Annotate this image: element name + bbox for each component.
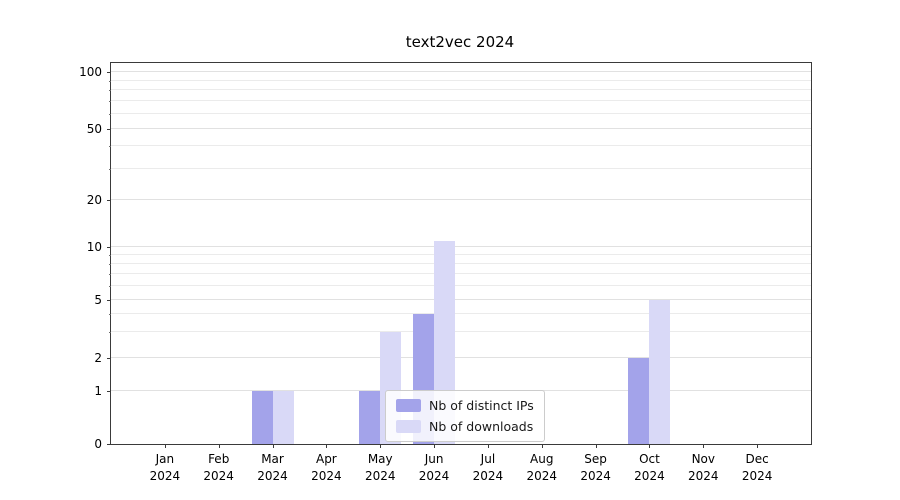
gridline-minor xyxy=(111,273,811,275)
y-tick-label: 10 xyxy=(86,240,102,255)
y-tick-mark-minor xyxy=(109,332,111,334)
x-tick-label: Sep 2024 xyxy=(580,452,611,484)
y-tick-mark xyxy=(107,391,111,393)
y-tick-mark xyxy=(107,299,111,301)
gridline-major xyxy=(111,127,811,129)
x-tick-label: Dec 2024 xyxy=(741,452,773,484)
y-tick-mark-minor xyxy=(109,90,111,92)
x-tick-mark xyxy=(541,444,543,448)
gridline-major xyxy=(111,298,811,300)
y-tick-mark-minor xyxy=(109,255,111,257)
y-tick-mark-minor xyxy=(109,274,111,276)
gridline-minor xyxy=(111,145,811,147)
y-tick-mark-minor xyxy=(109,80,111,82)
y-tick-label: 0 xyxy=(94,437,102,451)
x-tick-label: Mar 2024 xyxy=(257,452,288,484)
x-tick-mark xyxy=(434,444,436,448)
plot-area: 0 1 2 5 10 20 50 100 Jan 2024 Feb 2024 Mar 2024 Apr 202… xyxy=(79,62,812,483)
y-tick-mark xyxy=(107,357,111,359)
x-tick-label: Feb 2024 xyxy=(203,452,234,484)
x-tick-mark xyxy=(649,444,651,448)
x-tick-mark xyxy=(757,444,759,448)
x-tick-mark xyxy=(164,444,166,448)
x-tick-mark xyxy=(595,444,597,448)
x-tick-label: Apr 2024 xyxy=(311,452,342,484)
gridline-minor xyxy=(111,167,811,169)
gridline-major xyxy=(111,356,811,358)
legend-swatch-distinct-ips xyxy=(396,399,421,412)
x-tick-mark xyxy=(326,444,328,448)
chart-title: text2vec 2024 xyxy=(405,33,515,51)
gridline-minor xyxy=(111,263,811,265)
x-tick-label: Jul 2024 xyxy=(472,452,504,484)
legend-label-downloads: Nb of downloads xyxy=(429,419,534,434)
x-tick-label: May 2024 xyxy=(364,452,396,484)
y-tick-label: 20 xyxy=(86,193,102,208)
gridline-major xyxy=(111,199,811,201)
y-tick-label: 100 xyxy=(79,65,102,80)
x-tick-label: Aug 2024 xyxy=(526,452,558,484)
gridline-minor xyxy=(111,285,811,287)
x-tick-label: Jan 2024 xyxy=(149,452,181,484)
y-tick-mark-minor xyxy=(109,286,111,288)
legend: Nb of distinct IPs Nb of downloads xyxy=(385,390,545,442)
x-tick-mark xyxy=(218,444,220,448)
y-tick-mark-minor xyxy=(109,264,111,266)
x-tick-label: Jun 2024 xyxy=(418,452,450,484)
gridline-major xyxy=(111,246,811,248)
gridline-minor xyxy=(111,89,811,91)
legend-item-downloads: Nb of downloads xyxy=(396,419,534,434)
gridline-minor xyxy=(111,254,811,256)
gridline-minor xyxy=(111,331,811,333)
x-tick-label: Oct 2024 xyxy=(634,452,665,484)
y-tick-mark xyxy=(107,444,111,445)
y-tick-label: 50 xyxy=(86,121,102,136)
bar-distinct-ips xyxy=(359,391,381,444)
y-tick-mark xyxy=(107,247,111,249)
gridline-minor xyxy=(111,79,811,81)
legend-label-distinct-ips: Nb of distinct IPs xyxy=(429,398,534,413)
gridline-major xyxy=(111,71,811,73)
bar-distinct-ips xyxy=(251,391,273,444)
x-tick-label: Nov 2024 xyxy=(688,452,719,484)
legend-swatch-downloads xyxy=(396,420,421,433)
x-tick-mark xyxy=(380,444,382,448)
x-tick-mark xyxy=(272,444,274,448)
y-tick-mark xyxy=(107,128,111,130)
y-tick-mark-minor xyxy=(109,113,111,115)
gridline-minor xyxy=(111,100,811,102)
y-tick-mark-minor xyxy=(109,168,111,170)
y-tick-mark-minor xyxy=(109,314,111,316)
y-tick-mark-minor xyxy=(109,101,111,103)
x-tick-mark xyxy=(487,444,489,448)
legend-item-distinct-ips: Nb of distinct IPs xyxy=(396,398,534,413)
y-tick-mark-minor xyxy=(109,146,111,148)
y-tick-label: 5 xyxy=(94,292,102,307)
y-tick-mark xyxy=(107,72,111,74)
x-tick-mark xyxy=(703,444,705,448)
y-tick-mark xyxy=(107,200,111,202)
bar-downloads xyxy=(272,391,294,444)
bar-downloads xyxy=(649,299,671,444)
y-tick-label: 1 xyxy=(94,384,102,399)
gridline-minor xyxy=(111,313,811,315)
gridline-minor xyxy=(111,112,811,114)
bar-distinct-ips xyxy=(628,357,650,444)
y-tick-label: 2 xyxy=(94,350,102,365)
